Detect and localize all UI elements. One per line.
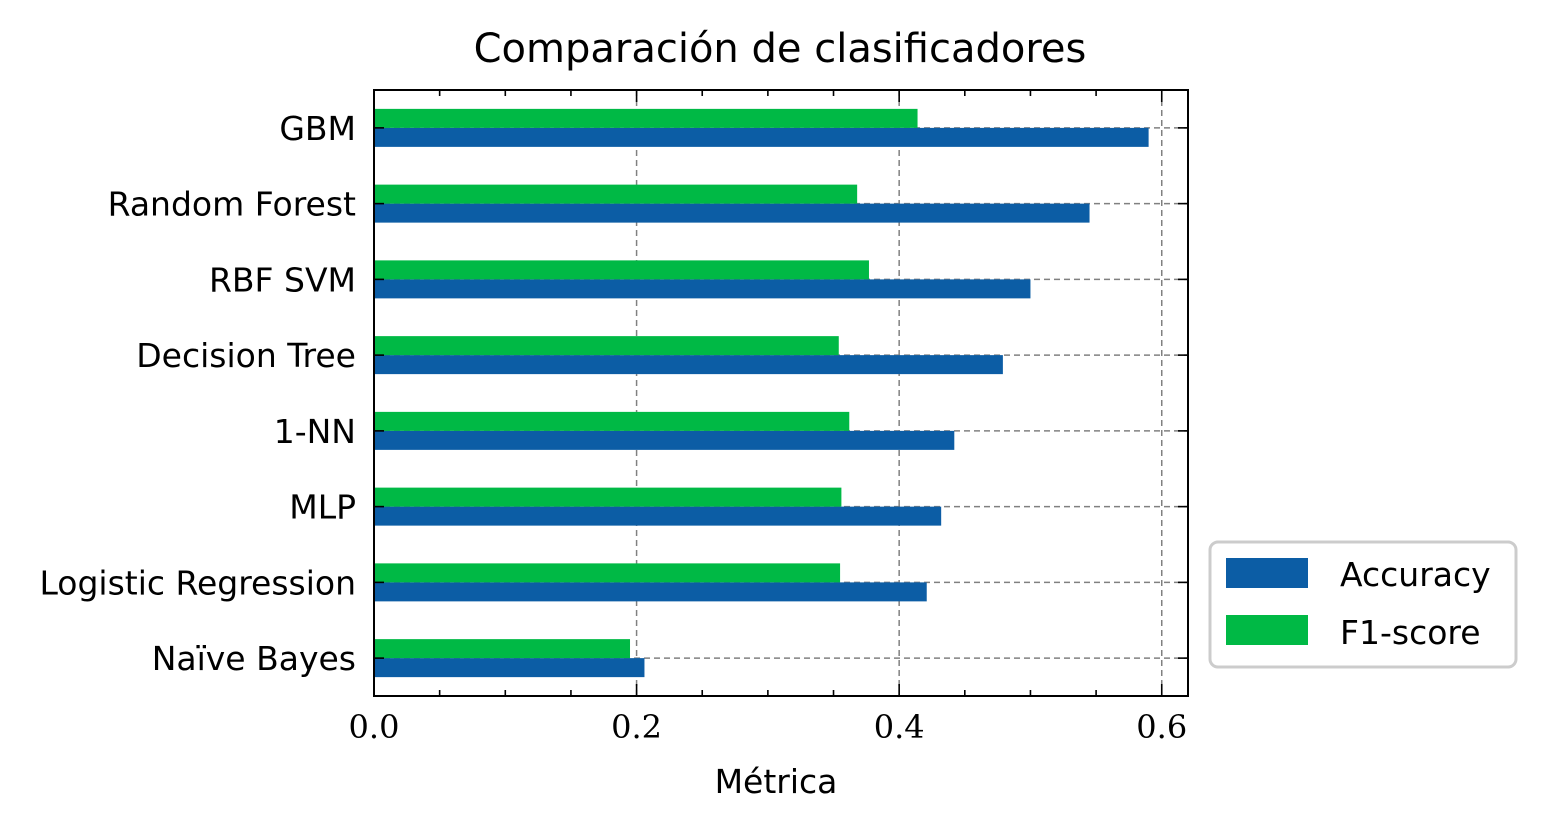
x-tick-label: 0.2	[611, 708, 662, 746]
axis-ticks	[373, 90, 1188, 696]
bar-f1-score-gbm	[374, 108, 918, 128]
legend: Accuracy F1-score	[1208, 540, 1518, 669]
legend-swatch-f1-score	[1226, 615, 1308, 645]
bar-f1-score-random-forest	[374, 184, 858, 204]
x-tick-labels: 0.0 0.2 0.4 0.6	[349, 708, 1188, 746]
grid-lines	[373, 90, 1188, 696]
y-tick-label-gbm: GBM	[279, 109, 356, 148]
bar-f1-score-1-nn	[374, 411, 850, 431]
legend-swatch-accuracy	[1226, 558, 1308, 588]
x-tick-label: 0.6	[1136, 708, 1187, 746]
x-tick-label: 0.4	[874, 708, 925, 746]
bar-accuracy-na-ve-bayes	[374, 658, 645, 678]
bar-accuracy-1-nn	[374, 430, 955, 450]
y-tick-labels: GBM Random Forest RBF SVM Decision Tree 1-NN…	[39, 109, 356, 678]
y-tick-label-random-forest: Random Forest	[108, 185, 356, 224]
bar-accuracy-logistic-regression	[374, 582, 927, 602]
y-tick-label-rbf-svm: RBF SVM	[209, 260, 356, 299]
legend-label-f1-score: F1-score	[1340, 613, 1481, 652]
x-axis-label: Métrica	[715, 762, 838, 801]
y-tick-label-decision-tree: Decision Tree	[136, 336, 356, 375]
bar-f1-score-rbf-svm	[374, 260, 869, 280]
bar-accuracy-mlp	[374, 506, 942, 526]
y-tick-label-na-ve-bayes: Naïve Bayes	[152, 639, 356, 678]
bar-accuracy-decision-tree	[374, 355, 1003, 375]
bar-f1-score-na-ve-bayes	[374, 639, 631, 659]
bar-accuracy-gbm	[374, 127, 1149, 147]
bar-accuracy-rbf-svm	[374, 279, 1031, 299]
chart-title: Comparación de clasificadores	[474, 26, 1087, 72]
bars	[374, 108, 1149, 678]
bar-f1-score-mlp	[374, 487, 842, 507]
plot-frame	[373, 89, 1189, 697]
bar-accuracy-random-forest	[374, 203, 1090, 223]
y-tick-label-logistic-regression: Logistic Regression	[39, 563, 356, 602]
bar-f1-score-decision-tree	[374, 336, 839, 356]
x-tick-label: 0.0	[349, 708, 400, 746]
bar-f1-score-logistic-regression	[374, 563, 841, 583]
y-tick-label-mlp: MLP	[289, 488, 356, 527]
y-tick-label-1-nn: 1-NN	[274, 412, 356, 451]
legend-label-accuracy: Accuracy	[1340, 555, 1491, 594]
